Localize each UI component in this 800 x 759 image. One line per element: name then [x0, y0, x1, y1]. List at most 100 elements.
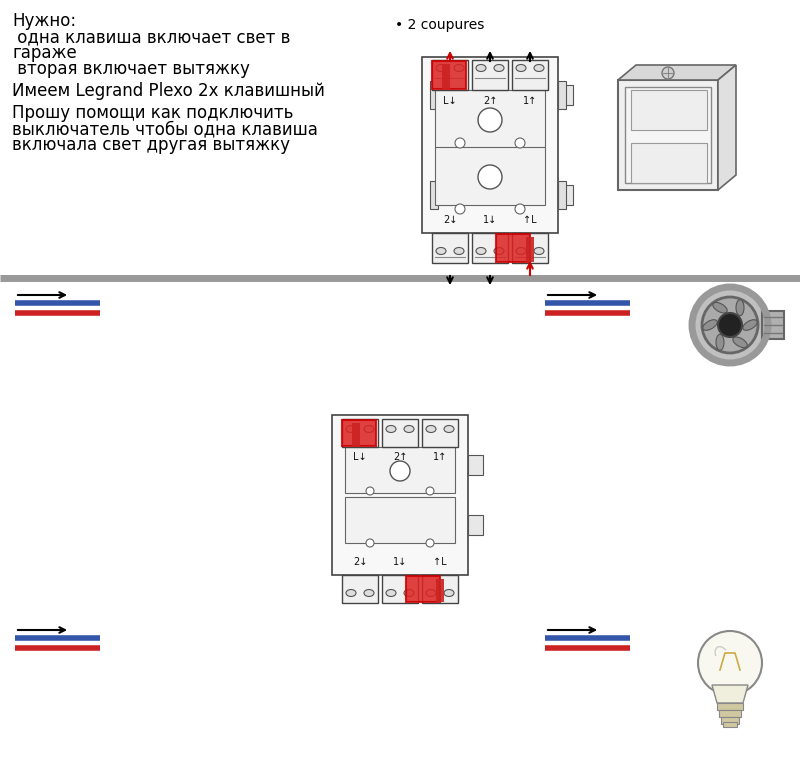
Bar — [719, 710, 741, 717]
Text: Прошу помощи как подключить: Прошу помощи как подключить — [12, 104, 294, 122]
Ellipse shape — [494, 247, 504, 254]
Ellipse shape — [733, 337, 747, 348]
Ellipse shape — [476, 65, 486, 71]
Bar — [625, 87, 711, 183]
Polygon shape — [712, 685, 748, 703]
Ellipse shape — [346, 590, 356, 597]
Text: гараже: гараже — [12, 44, 77, 62]
Circle shape — [515, 204, 525, 214]
Text: 2↑: 2↑ — [393, 452, 407, 462]
Bar — [345, 447, 455, 493]
Text: выключатель чтобы одна клавиша: выключатель чтобы одна клавиша — [12, 120, 318, 138]
Bar — [345, 497, 455, 543]
Text: 1↓: 1↓ — [483, 215, 497, 225]
Bar — [332, 415, 468, 575]
Text: 1↓: 1↓ — [393, 557, 407, 567]
Bar — [382, 419, 418, 447]
Ellipse shape — [716, 334, 724, 351]
Bar — [618, 80, 718, 190]
Text: 2↓: 2↓ — [353, 557, 367, 567]
Circle shape — [718, 313, 742, 337]
Bar — [422, 419, 458, 447]
Bar — [472, 60, 508, 90]
Text: L↓: L↓ — [353, 452, 367, 462]
Bar — [382, 575, 418, 603]
Ellipse shape — [516, 65, 526, 71]
Ellipse shape — [386, 590, 396, 597]
Bar — [342, 420, 376, 446]
Circle shape — [698, 631, 762, 695]
Circle shape — [390, 461, 410, 481]
Ellipse shape — [436, 65, 446, 71]
Bar — [436, 579, 444, 602]
Bar — [631, 90, 707, 130]
Ellipse shape — [444, 426, 454, 433]
Bar — [352, 423, 360, 446]
Bar — [437, 185, 452, 205]
Circle shape — [366, 487, 374, 495]
Text: ↑L: ↑L — [523, 215, 537, 225]
Ellipse shape — [736, 300, 744, 316]
Bar — [422, 575, 458, 603]
Ellipse shape — [516, 247, 526, 254]
Circle shape — [426, 539, 434, 547]
Bar — [468, 455, 483, 475]
Bar — [472, 233, 508, 263]
Bar — [342, 419, 378, 447]
Bar — [558, 185, 573, 205]
Ellipse shape — [454, 65, 464, 71]
Ellipse shape — [713, 302, 727, 313]
Bar — [717, 703, 743, 710]
Bar — [558, 85, 573, 105]
Ellipse shape — [426, 590, 436, 597]
Bar — [347, 515, 362, 535]
Ellipse shape — [404, 590, 414, 597]
Circle shape — [455, 138, 465, 148]
Bar — [342, 575, 378, 603]
Circle shape — [426, 487, 434, 495]
Circle shape — [478, 108, 502, 132]
Polygon shape — [718, 65, 736, 190]
Bar — [512, 60, 548, 90]
Bar — [432, 60, 468, 90]
Ellipse shape — [364, 426, 374, 433]
Bar — [721, 717, 739, 724]
Ellipse shape — [454, 247, 464, 254]
Text: • 2 coupures: • 2 coupures — [395, 18, 484, 32]
Circle shape — [515, 138, 525, 148]
Text: 2↓: 2↓ — [443, 215, 457, 225]
Ellipse shape — [702, 320, 718, 330]
Bar — [406, 576, 440, 602]
Bar — [558, 181, 566, 209]
Circle shape — [455, 204, 465, 214]
Bar — [526, 237, 534, 262]
Ellipse shape — [436, 247, 446, 254]
Text: 1↑: 1↑ — [433, 452, 447, 462]
Ellipse shape — [494, 65, 504, 71]
Bar — [435, 147, 545, 205]
Bar — [468, 515, 483, 535]
Ellipse shape — [386, 426, 396, 433]
Text: одна клавиша включает свет в: одна клавиша включает свет в — [12, 28, 290, 46]
Ellipse shape — [346, 426, 356, 433]
Ellipse shape — [476, 247, 486, 254]
Bar — [723, 722, 737, 727]
Ellipse shape — [364, 590, 374, 597]
Bar — [762, 311, 784, 339]
Text: вторая включает вытяжку: вторая включает вытяжку — [12, 60, 250, 78]
Text: включала свет другая вытяжку: включала свет другая вытяжку — [12, 136, 290, 154]
Text: 1↑: 1↑ — [523, 96, 537, 106]
Text: L↓: L↓ — [443, 96, 457, 106]
Bar — [512, 233, 548, 263]
Ellipse shape — [444, 590, 454, 597]
Bar — [558, 81, 566, 109]
Text: Нужно:: Нужно: — [12, 12, 76, 30]
Bar — [631, 143, 707, 183]
Text: ↑L: ↑L — [433, 557, 447, 567]
Bar — [430, 81, 438, 109]
Ellipse shape — [742, 320, 758, 330]
Ellipse shape — [426, 426, 436, 433]
Bar — [432, 233, 468, 263]
Bar — [442, 64, 450, 89]
Circle shape — [478, 165, 502, 189]
